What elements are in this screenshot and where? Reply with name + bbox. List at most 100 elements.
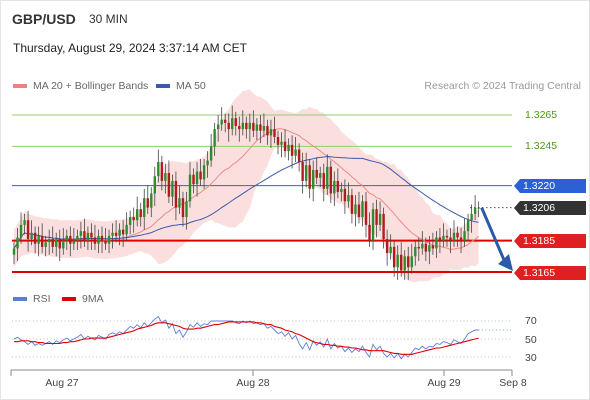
legend-ma50: MA 50 [156, 80, 206, 92]
candle-body [259, 124, 262, 131]
candle-body [329, 166, 332, 194]
candle-body [58, 239, 61, 249]
candle-body [343, 188, 347, 202]
candle-body [315, 169, 318, 178]
candle-body [396, 254, 399, 268]
candle-body [389, 246, 392, 254]
candle-body [350, 195, 354, 214]
candle-body [238, 125, 241, 130]
candle-body [51, 239, 54, 247]
legend-rsi-ma-label: 9MA [82, 293, 104, 305]
candle-body [269, 129, 273, 136]
candle-body [347, 195, 350, 202]
candle-body [463, 231, 466, 241]
candle-body [304, 165, 308, 181]
candle-body [157, 162, 160, 177]
candle-body [276, 136, 280, 145]
candle-body [114, 232, 118, 236]
candle-body [361, 201, 364, 218]
candle-body [378, 213, 382, 225]
candle-body [326, 166, 329, 189]
candle-body [442, 235, 445, 241]
legend-rsi: RSI [13, 293, 51, 305]
rsi-series-rsi [13, 315, 479, 360]
candle-body [400, 254, 403, 271]
candle-body [209, 146, 213, 161]
credit-label: Research © 2024 Trading Central [424, 80, 581, 92]
candle-body [206, 160, 209, 166]
candle-body [224, 119, 227, 123]
timeframe-label: 30 MIN [89, 12, 128, 26]
candle-body [164, 173, 167, 181]
candle-body [449, 237, 452, 241]
candle-body [477, 207, 480, 209]
candle-body [79, 231, 83, 236]
candle-body [128, 217, 132, 225]
candle-body [48, 239, 51, 243]
candle-body [452, 232, 456, 241]
candle-body [93, 237, 97, 244]
candle-body [44, 242, 47, 247]
candle-body [30, 232, 33, 240]
candle-body [37, 235, 40, 244]
candle-body [216, 124, 220, 130]
candle-body [125, 224, 128, 235]
candle-body [333, 180, 336, 194]
legend-rsi-ma: 9MA [62, 293, 104, 305]
legend-ma50-swatch [156, 84, 170, 88]
candle-body [220, 119, 223, 125]
candle-body [410, 256, 413, 268]
level-tag-last-price: 1.3206 [514, 201, 586, 215]
level-tag-support-2: 1.3165 [514, 266, 586, 280]
legend-bollinger-swatch [13, 84, 27, 88]
legend-ma50-label: MA 50 [176, 80, 206, 92]
candle-body [121, 229, 125, 235]
candle-body [171, 180, 174, 197]
level-tag-support-1: 1.3185 [514, 234, 586, 248]
candle-body [55, 239, 58, 247]
candle-body [69, 235, 72, 244]
candle-body [107, 235, 111, 244]
candle-body [255, 124, 259, 131]
candle-body [364, 201, 368, 225]
candle-body [424, 243, 428, 252]
legend-rsi-label: RSI [33, 293, 51, 305]
level-tag-pivot: 1.3220 [514, 179, 586, 193]
candle-body [473, 207, 477, 214]
candle-body [160, 162, 164, 181]
candle-body [202, 165, 206, 180]
candle-body [407, 256, 410, 268]
candle-body [174, 180, 178, 208]
rsi-tick-30: 30 [525, 352, 537, 364]
candle-body [76, 235, 79, 241]
candle-body [195, 171, 199, 185]
candle-body [354, 204, 357, 214]
datetime-label: Thursday, August 29, 2024 3:37:14 AM CET [13, 41, 247, 55]
candle-body [192, 174, 195, 185]
symbol-title: GBP/USD [12, 11, 76, 27]
x-tick-aug29: Aug 29 [427, 377, 461, 389]
candle-body [336, 180, 340, 192]
candle-body [290, 144, 294, 156]
rsi-tick-50: 50 [525, 334, 537, 346]
candle-body [287, 144, 290, 152]
x-tick-sep8: Sep 8 [499, 377, 527, 389]
candle-body [97, 235, 100, 244]
candle-body [167, 173, 171, 197]
candle-body [234, 118, 237, 126]
rsi-series-9ma [14, 321, 479, 355]
candle-body [435, 237, 438, 249]
candle-body [417, 246, 420, 249]
x-tick-aug28: Aug 28 [236, 377, 270, 389]
candle-body [357, 204, 361, 218]
candle-body [466, 220, 470, 232]
candle-body [368, 224, 371, 241]
candle-body [23, 220, 26, 225]
candle-body [301, 162, 304, 181]
level-label-2: 1.3245 [525, 140, 558, 152]
candle-body [100, 235, 104, 241]
candle-body [340, 188, 343, 192]
candle-body [143, 198, 146, 218]
candle-body [245, 122, 248, 130]
